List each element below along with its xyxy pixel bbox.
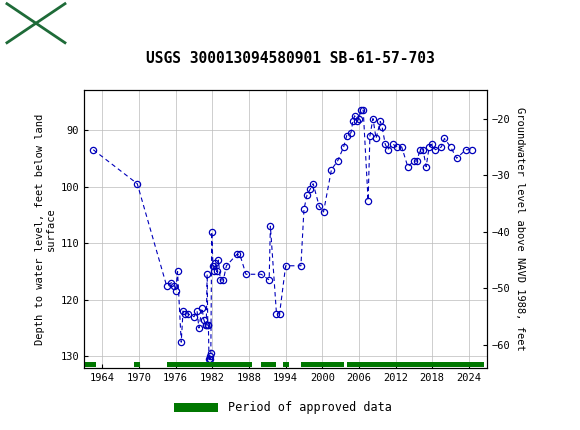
- Y-axis label: Groundwater level above NAVD 1988, feet: Groundwater level above NAVD 1988, feet: [515, 107, 525, 351]
- FancyBboxPatch shape: [7, 4, 65, 43]
- Bar: [174, 402, 218, 412]
- Text: USGS 300013094580901 SB-61-57-703: USGS 300013094580901 SB-61-57-703: [146, 51, 434, 66]
- Y-axis label: Depth to water level, feet below land
surface: Depth to water level, feet below land su…: [35, 114, 56, 344]
- Text: USGS: USGS: [72, 14, 115, 32]
- Text: Period of approved data: Period of approved data: [227, 401, 392, 414]
